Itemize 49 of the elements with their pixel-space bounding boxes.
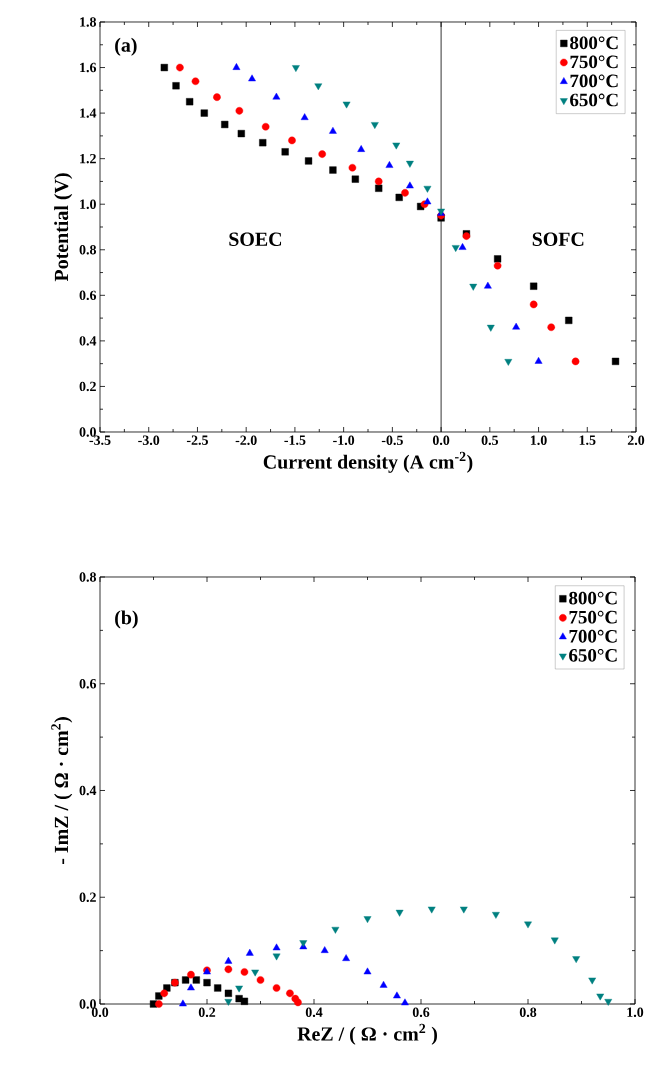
annotation: (a) xyxy=(115,37,137,56)
x-tick-label: -1.0 xyxy=(333,435,355,445)
x-tick-label: 1.0 xyxy=(530,435,547,445)
x-tick-label: 1.0 xyxy=(627,1007,644,1017)
y-tick-label: 0.4 xyxy=(79,336,97,346)
x-tick-label: 0.5 xyxy=(481,435,499,445)
legend-label: 800°C xyxy=(570,36,618,50)
y-tick-label: 0.8 xyxy=(79,245,97,255)
x-axis-title: Current density (A cm$^{-2}$) xyxy=(263,451,473,473)
y-tick-label: 0.4 xyxy=(79,785,97,796)
y-tick-label: 1.4 xyxy=(80,108,97,118)
x-tick-label: 0.2 xyxy=(198,1007,216,1017)
y-tick-label: 1.8 xyxy=(80,17,97,27)
x-tick-label: -1.5 xyxy=(284,435,306,445)
x-tick-label: 0.6 xyxy=(412,1007,430,1017)
legend-label: 750°C xyxy=(569,610,617,624)
x-axis-title: ReZ / ( Ω · cm$^{2}$ ) xyxy=(297,1023,437,1045)
legend-label: 650°C xyxy=(569,648,617,662)
y-tick-label: 0.0 xyxy=(79,999,96,1009)
y-tick-label: 1.0 xyxy=(80,199,96,209)
annotation: (b) xyxy=(115,610,138,629)
y-tick-label: 1.6 xyxy=(80,62,97,73)
legend-label: 650°C xyxy=(570,93,618,107)
y-tick-label: 0.6 xyxy=(79,290,97,301)
x-tick-label: 2.0 xyxy=(627,435,645,445)
x-tick-label: 0.8 xyxy=(519,1007,537,1017)
y-tick-label: 0.6 xyxy=(79,679,97,689)
x-tick-label: 0.4 xyxy=(305,1007,323,1017)
y-tick-label: 0.2 xyxy=(79,381,96,392)
x-tick-label: -3.0 xyxy=(138,435,160,445)
y-axis-title: Potential (V) xyxy=(54,173,73,282)
legend-label: 750°C xyxy=(570,55,618,69)
annotation: SOEC xyxy=(229,232,282,246)
legend-label: 800°C xyxy=(569,591,617,605)
y-axis-title: - ImZ / ( Ω · cm$^{2}$) xyxy=(51,717,73,865)
legend-label: 700°C xyxy=(570,74,618,88)
x-tick-label: 0.0 xyxy=(91,1007,109,1017)
y-tick-label: 1.2 xyxy=(80,153,96,164)
x-tick-label: -0.5 xyxy=(381,435,403,445)
x-tick-label: 1.5 xyxy=(579,435,596,445)
x-tick-label: 0.0 xyxy=(432,435,450,445)
x-tick-label: -3.5 xyxy=(89,435,111,445)
y-tick-label: 0.2 xyxy=(79,892,96,902)
annotation: SOFC xyxy=(532,232,584,246)
y-tick-label: 0.8 xyxy=(79,572,97,582)
legend-label: 700°C xyxy=(569,629,617,643)
x-tick-label: -2.0 xyxy=(235,435,257,445)
x-tick-label: -2.5 xyxy=(186,435,208,445)
y-tick-label: 0.0 xyxy=(79,427,96,437)
